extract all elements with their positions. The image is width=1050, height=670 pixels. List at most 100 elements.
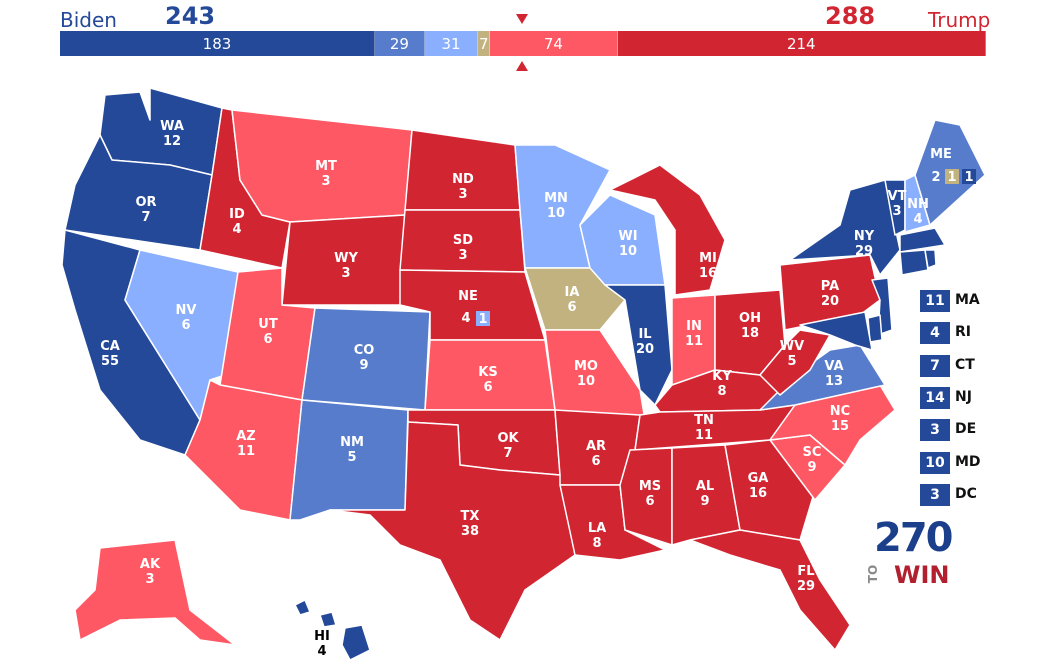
state-ev-me: 2: [931, 170, 940, 185]
state-label-vt: VT: [888, 189, 907, 204]
state-label-va: VA: [824, 359, 843, 374]
small-state-dc[interactable]: 3 DC: [920, 483, 990, 506]
state-label-al: AL: [696, 479, 714, 494]
state-ev-il: 20: [636, 342, 654, 357]
state-label-ak: AK: [140, 557, 161, 572]
state-label-ga: GA: [748, 471, 769, 486]
small-state-ev-box: 11: [920, 290, 950, 312]
state-ev-wy: 3: [341, 266, 350, 281]
state-FL[interactable]: [689, 529, 851, 651]
state-ev-la: 8: [592, 536, 601, 551]
state-ev-co: 9: [359, 358, 368, 373]
state-label-in: IN: [686, 319, 702, 334]
left-candidate-total: 243: [165, 2, 216, 30]
state-MI[interactable]: [609, 164, 726, 296]
state-ev-fl: 29: [797, 579, 815, 594]
state-ev-ar: 6: [591, 454, 600, 469]
state-label-co: CO: [354, 343, 375, 358]
state-ev-ok: 7: [503, 446, 512, 461]
state-label-wa: WA: [160, 119, 184, 134]
state-MS[interactable]: [619, 447, 673, 546]
bar-segment-safe-r: 214: [617, 31, 986, 56]
state-TX[interactable]: [329, 421, 576, 641]
state-ev-id: 4: [232, 222, 241, 237]
state-label-il: IL: [638, 327, 651, 342]
small-state-abbr: RI: [955, 324, 971, 341]
small-state-md[interactable]: 10 MD: [920, 451, 990, 474]
state-label-mn: MN: [544, 191, 568, 206]
270towin-logo: 270 TO WIN: [866, 515, 953, 589]
state-MA[interactable]: [899, 227, 946, 253]
state-ev-va: 13: [825, 374, 843, 389]
left-candidate-name: Biden: [60, 8, 117, 32]
small-state-ev-box: 3: [920, 483, 950, 506]
state-ev-wa: 12: [163, 134, 181, 149]
state-ev-wv: 5: [787, 354, 796, 369]
ne-district-box: [476, 311, 490, 326]
logo-win: WIN: [894, 561, 950, 589]
small-state-de[interactable]: 3 DE: [920, 419, 990, 442]
state-label-tx: TX: [461, 509, 480, 524]
bar-segment-safe-d: 183: [60, 31, 375, 56]
state-label-ia: IA: [565, 285, 580, 300]
state-label-mo: MO: [574, 359, 598, 374]
state-NJ[interactable]: [871, 277, 893, 336]
state-ev-ne: 4: [461, 311, 470, 326]
small-state-ri[interactable]: 4 RI: [920, 322, 990, 345]
bar-segment-tossup: 7: [478, 31, 491, 56]
small-state-abbr: NJ: [955, 388, 972, 405]
state-ev-vt: 3: [892, 204, 901, 219]
state-label-ar: AR: [586, 439, 606, 454]
state-ev-nv: 6: [181, 318, 190, 333]
state-label-oh: OH: [739, 311, 761, 326]
state-ev-sd: 3: [458, 248, 467, 263]
threshold-marker-top: [516, 14, 528, 24]
state-label-ut: UT: [258, 317, 278, 332]
state-ev-mt: 3: [321, 174, 330, 189]
small-state-ev-box: 4: [920, 322, 950, 345]
state-label-tn: TN: [694, 413, 714, 428]
bar-segment-likely-d: 29: [374, 31, 425, 56]
small-state-abbr: DC: [955, 485, 977, 502]
state-MD[interactable]: [799, 311, 873, 351]
state-ev-ia: 6: [567, 300, 576, 315]
bar-segment-lean-d: 31: [424, 31, 479, 56]
state-label-ms: MS: [639, 479, 661, 494]
state-ev-ca: 55: [101, 354, 119, 369]
state-label-nv: NV: [176, 303, 197, 318]
state-ev-pa: 20: [821, 294, 839, 309]
me-district-ev-1: 1: [947, 170, 956, 185]
state-AK[interactable]: [74, 539, 236, 646]
state-ev-nd: 3: [458, 187, 467, 202]
logo-number: 270: [874, 515, 953, 561]
state-HI[interactable]: [294, 599, 371, 661]
small-state-ma[interactable]: 11 MA: [920, 290, 990, 312]
state-label-wi: WI: [618, 229, 637, 244]
me-district-box-2: [962, 169, 976, 184]
state-CT[interactable]: [899, 249, 929, 276]
me-district-ev-2: 1: [964, 170, 973, 185]
state-label-hi: HI: [314, 629, 330, 644]
state-ev-mo: 10: [577, 374, 595, 389]
state-ev-al: 9: [700, 494, 709, 509]
state-RI[interactable]: [924, 249, 937, 269]
small-state-nj[interactable]: 14 NJ: [920, 386, 990, 409]
state-label-la: LA: [588, 521, 606, 536]
small-state-abbr: MD: [955, 453, 981, 470]
state-label-or: OR: [135, 195, 156, 210]
state-labels: WA12OR7CA55ID4NV6MT3WY3UT6AZ11CO9NM5ND3S…: [100, 119, 976, 659]
state-ev-or: 7: [141, 210, 150, 225]
state-MO[interactable]: [544, 329, 646, 421]
logo-to: TO: [866, 564, 881, 584]
state-ev-in: 11: [685, 334, 703, 349]
state-label-ok: OK: [497, 431, 519, 446]
results-header: Biden 243 288 Trump 183 29 31 7 74 214: [0, 0, 1050, 80]
state-label-ny: NY: [854, 229, 875, 244]
small-state-ct[interactable]: 7 CT: [920, 354, 990, 377]
ne-district-ev: 1: [478, 312, 487, 327]
state-label-az: AZ: [236, 429, 256, 444]
state-label-ks: KS: [478, 365, 497, 380]
state-ev-ut: 6: [263, 332, 272, 347]
state-ev-tx: 38: [461, 524, 479, 539]
state-label-fl: FL: [797, 564, 814, 579]
